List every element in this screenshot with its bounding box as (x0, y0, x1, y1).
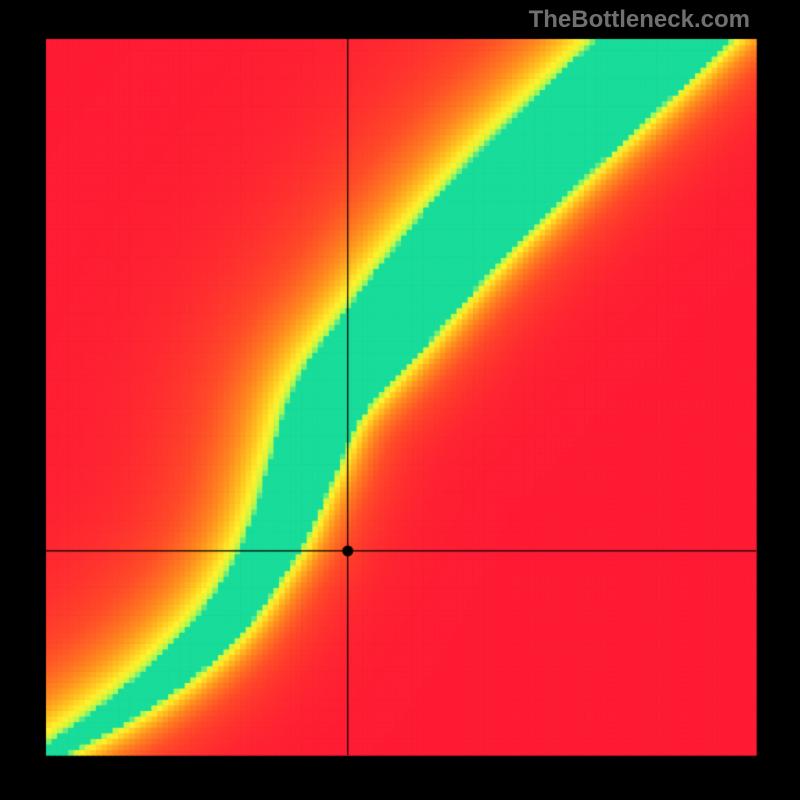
bottleneck-heatmap-canvas (0, 0, 800, 800)
chart-container: TheBottleneck.com (0, 0, 800, 800)
watermark-text: TheBottleneck.com (529, 6, 750, 34)
